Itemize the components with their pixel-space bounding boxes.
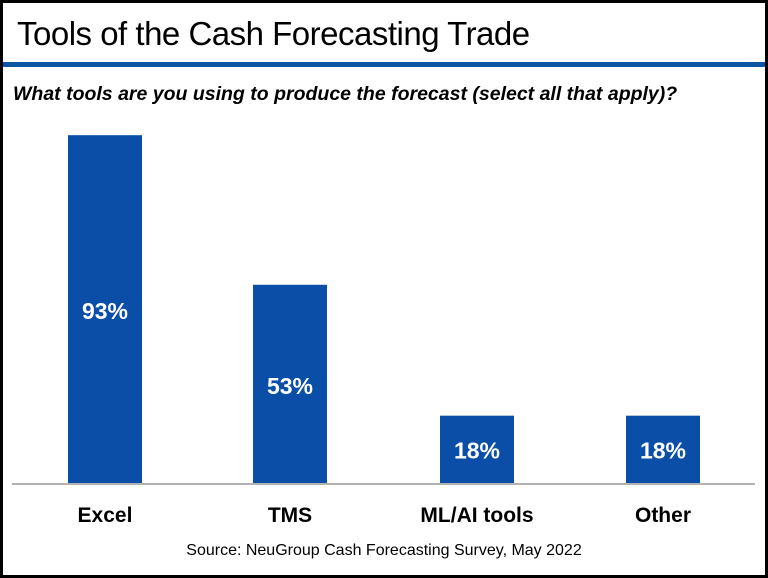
data-label: 53%	[267, 373, 313, 399]
bar-ml-ai-tools	[440, 415, 514, 483]
data-label: 18%	[640, 437, 686, 463]
title-divider	[3, 62, 765, 67]
category-tick-label: Excel	[78, 504, 133, 527]
chart-subtitle: What tools are you using to produce the …	[13, 83, 678, 105]
category-tick-label: TMS	[268, 504, 312, 527]
bar-chart: 93% Excel 53% TMS 18% ML/AI tools 18% Other	[12, 135, 755, 527]
data-label: 18%	[454, 437, 500, 463]
bar-tms	[253, 284, 327, 483]
data-label: 93%	[82, 298, 128, 324]
category-tick-label: ML/AI tools	[420, 504, 533, 527]
category-tick-label: Other	[635, 504, 691, 527]
bar-excel	[68, 135, 142, 483]
source-note: Source: NeuGroup Cash Forecasting Survey…	[186, 542, 582, 559]
chart-title: Tools of the Cash Forecasting Trade	[17, 15, 530, 52]
bar-other	[626, 415, 700, 483]
chart-frame: Tools of the Cash Forecasting Trade What…	[3, 3, 765, 575]
